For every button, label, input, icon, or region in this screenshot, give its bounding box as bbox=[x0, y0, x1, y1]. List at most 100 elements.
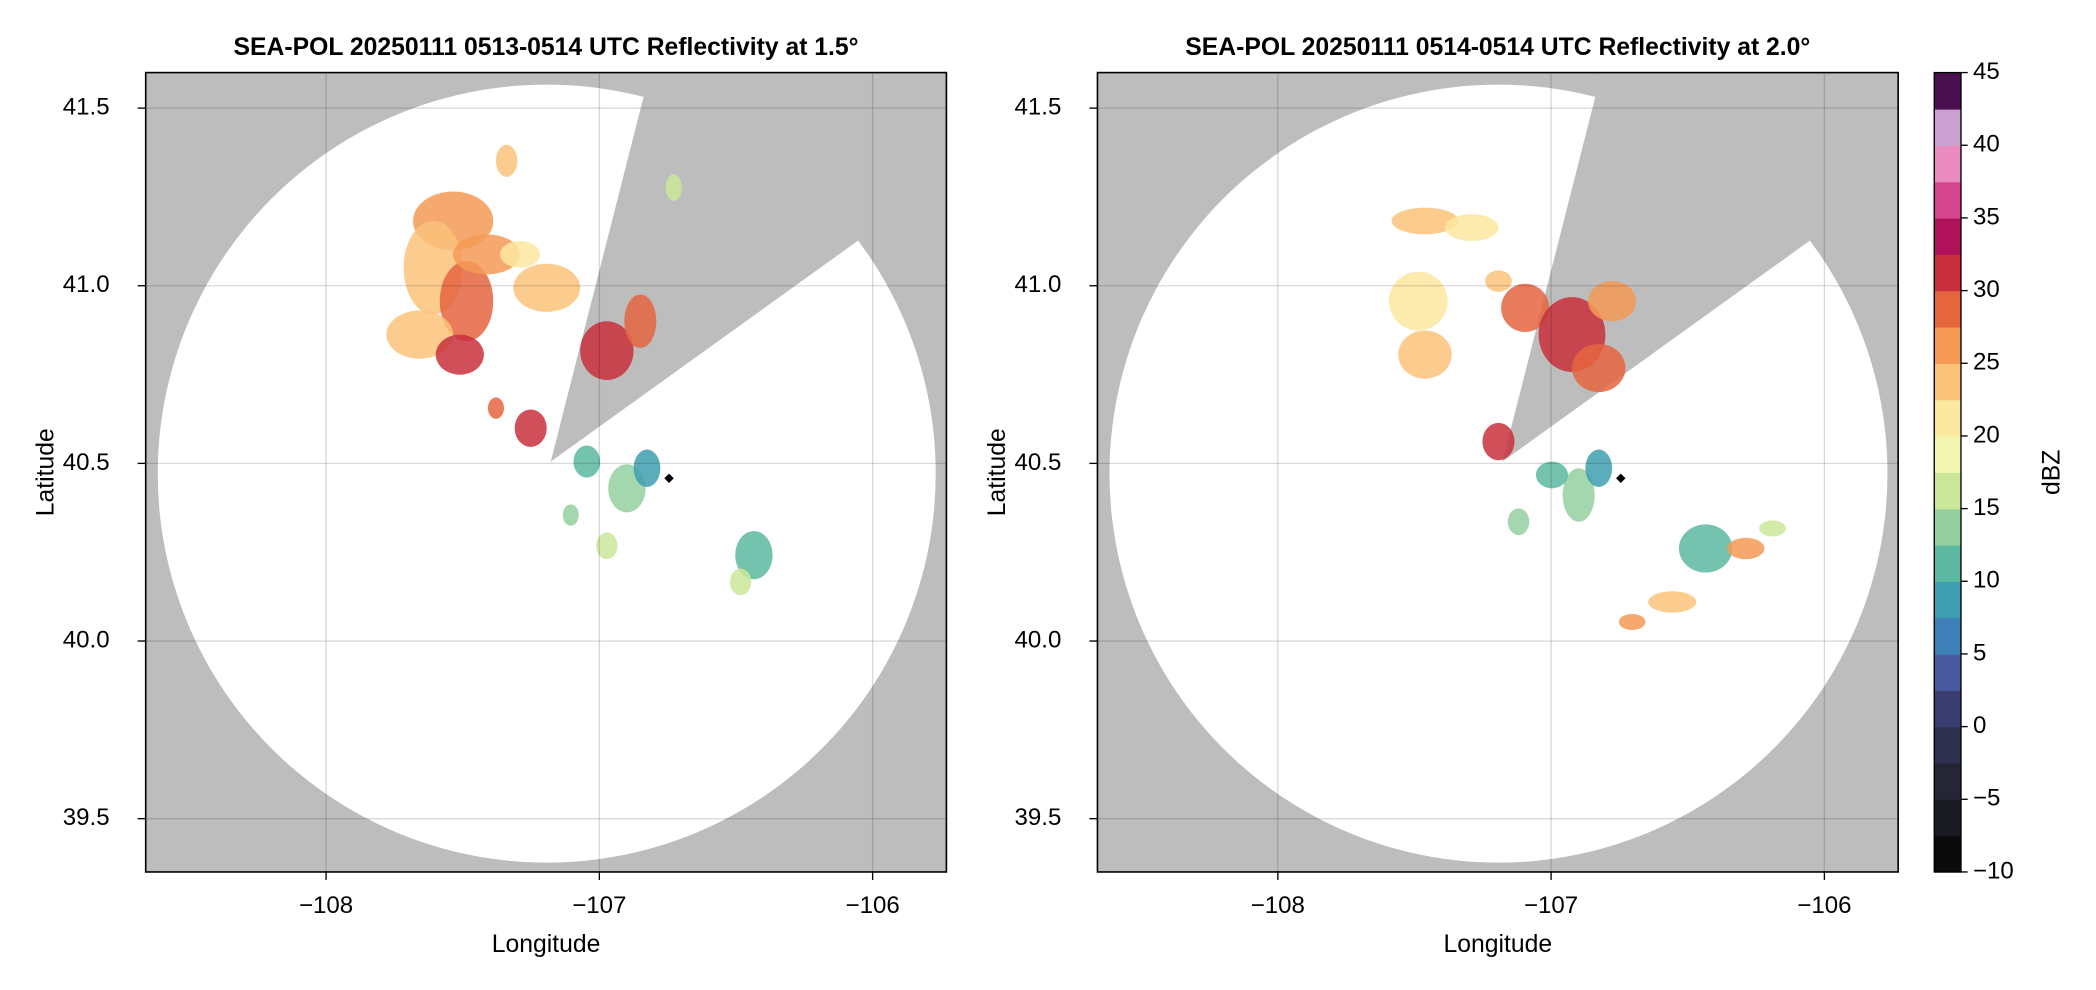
y-tick-label: 41.5 bbox=[63, 93, 110, 120]
colorbar-band bbox=[1934, 653, 1961, 691]
y-tick-label: 40.0 bbox=[63, 626, 110, 653]
x-axis-label: Longitude bbox=[1444, 931, 1553, 958]
echo bbox=[1501, 283, 1550, 332]
x-tick-label: −106 bbox=[846, 892, 900, 919]
echo bbox=[633, 449, 661, 487]
colorbar-tick-label: 35 bbox=[1973, 203, 2000, 230]
echo bbox=[1391, 207, 1459, 235]
plot-frame bbox=[144, 71, 948, 873]
colorbar-band bbox=[1934, 399, 1961, 437]
y-axis-label: Latitude bbox=[984, 428, 1011, 516]
chart-title: SEA-POL 20250111 0513-0514 UTC Reflectiv… bbox=[234, 34, 859, 61]
echo bbox=[573, 445, 601, 478]
colorbar-tick-label: 0 bbox=[1973, 712, 1986, 739]
echo bbox=[1759, 520, 1786, 537]
echo bbox=[596, 532, 618, 560]
plot-area bbox=[1097, 72, 1899, 872]
colorbar-tick-label: −10 bbox=[1973, 857, 2014, 884]
colorbar-band bbox=[1934, 435, 1961, 473]
colorbar-band bbox=[1934, 726, 1961, 764]
y-tick-label: 39.5 bbox=[1015, 804, 1062, 831]
y-tick-label: 40.5 bbox=[63, 449, 110, 476]
colorbar-band bbox=[1934, 326, 1961, 364]
y-tick-label: 41.5 bbox=[1015, 93, 1062, 120]
echo bbox=[1485, 270, 1512, 292]
echo bbox=[435, 334, 484, 375]
x-tick-label: −108 bbox=[1251, 892, 1305, 919]
echo bbox=[1585, 449, 1613, 487]
echo bbox=[1618, 613, 1646, 631]
colorbar-band bbox=[1934, 145, 1961, 183]
plot-area bbox=[145, 72, 947, 872]
echo bbox=[729, 568, 752, 596]
echo bbox=[453, 234, 520, 275]
colorbar-band bbox=[1934, 254, 1961, 292]
colorbar-band bbox=[1934, 472, 1961, 510]
colorbar-tick-label: −5 bbox=[1973, 785, 2000, 812]
plot-frame bbox=[1096, 71, 1899, 873]
colorbar-band bbox=[1934, 108, 1961, 146]
echo bbox=[487, 397, 504, 419]
echo bbox=[1648, 591, 1697, 613]
echo bbox=[513, 263, 581, 312]
x-axis-label: Longitude bbox=[492, 931, 601, 958]
colorbar-band bbox=[1934, 363, 1961, 401]
y-tick-label: 41.0 bbox=[63, 271, 110, 298]
echo bbox=[514, 409, 547, 447]
echo bbox=[624, 294, 657, 348]
x-tick-label: −107 bbox=[1524, 892, 1578, 919]
colorbar-band bbox=[1934, 72, 1961, 110]
echo bbox=[562, 504, 579, 526]
colorbar-band bbox=[1934, 217, 1961, 255]
echo bbox=[439, 261, 494, 342]
x-tick-label: −107 bbox=[572, 892, 626, 919]
echo bbox=[1507, 508, 1530, 536]
colorbar-tick-label: 10 bbox=[1973, 567, 2000, 594]
y-tick-label: 40.0 bbox=[1015, 626, 1062, 653]
colorbar-band bbox=[1934, 690, 1961, 728]
echo bbox=[1445, 214, 1499, 242]
colorbar-frame bbox=[1933, 71, 1962, 873]
colorbar-band bbox=[1934, 762, 1961, 800]
colorbar-band bbox=[1934, 181, 1961, 219]
colorbar-band bbox=[1934, 508, 1961, 546]
colorbar-tick-label: 20 bbox=[1973, 421, 2000, 448]
y-tick-label: 41.0 bbox=[1015, 271, 1062, 298]
echo bbox=[495, 144, 518, 177]
echo bbox=[1535, 461, 1568, 489]
echo bbox=[1482, 422, 1515, 461]
colorbar-tick-label: 30 bbox=[1973, 276, 2000, 303]
colorbar-band bbox=[1934, 799, 1961, 837]
colorbar-band bbox=[1934, 835, 1961, 873]
echo bbox=[1562, 468, 1595, 522]
echo bbox=[1572, 343, 1626, 393]
echo bbox=[1678, 524, 1733, 573]
echo bbox=[735, 531, 773, 580]
colorbar-band bbox=[1934, 617, 1961, 655]
colorbar-tick-label: 45 bbox=[1973, 58, 2000, 85]
echo bbox=[1398, 330, 1452, 379]
radar-site bbox=[664, 473, 674, 484]
colorbar-tick-label: 25 bbox=[1973, 349, 2000, 376]
colorbar-tick-label: 40 bbox=[1973, 131, 2000, 158]
echo bbox=[1388, 271, 1448, 331]
colorbar-band bbox=[1934, 290, 1961, 328]
echo bbox=[580, 321, 634, 381]
x-tick-label: −106 bbox=[1797, 892, 1851, 919]
echo bbox=[386, 310, 454, 359]
echo bbox=[665, 174, 682, 201]
y-axis-label: Latitude bbox=[32, 428, 59, 516]
colorbar-band bbox=[1934, 544, 1961, 582]
colorbar-label: dBZ bbox=[2039, 450, 2066, 495]
x-tick-label: −108 bbox=[299, 892, 353, 919]
y-tick-label: 40.5 bbox=[1015, 449, 1062, 476]
echo bbox=[499, 241, 541, 268]
chart-title: SEA-POL 20250111 0514-0514 UTC Reflectiv… bbox=[1185, 34, 1810, 61]
colorbar-tick-label: 15 bbox=[1973, 494, 2000, 521]
echo bbox=[1588, 281, 1637, 322]
colorbar-band bbox=[1934, 581, 1961, 619]
blind-sector bbox=[550, 72, 917, 462]
echo bbox=[1727, 537, 1765, 560]
y-tick-label: 39.5 bbox=[63, 804, 110, 831]
